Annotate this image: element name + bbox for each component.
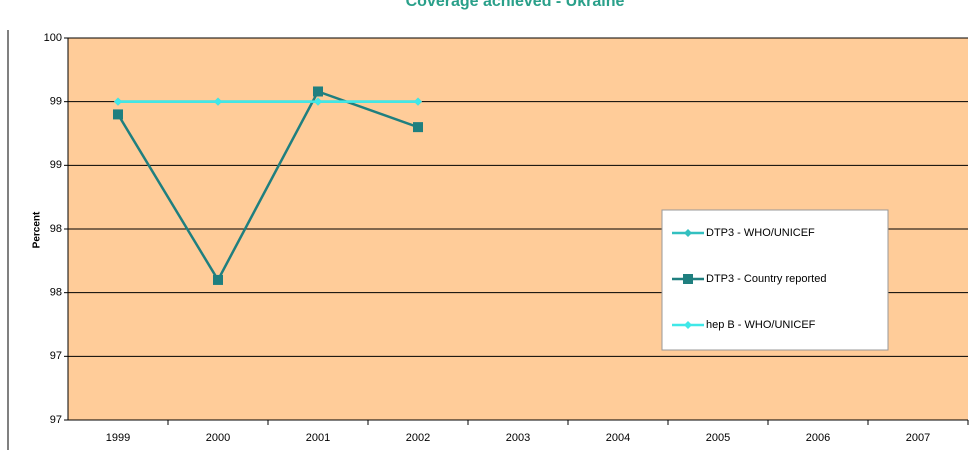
x-tick-label: 2001	[306, 432, 330, 444]
legend-marker	[684, 321, 692, 329]
y-tick-label: 99	[50, 96, 62, 108]
y-tick-label: 97	[50, 414, 62, 426]
data-point	[314, 97, 322, 106]
y-axis-label: Percent	[32, 211, 43, 248]
data-point	[313, 86, 323, 97]
data-point	[113, 109, 123, 120]
x-tick-label: 2003	[506, 432, 530, 444]
data-point	[414, 97, 422, 106]
x-tick-label: 2007	[906, 432, 930, 444]
x-tick-label: 2004	[606, 432, 630, 444]
x-tick-label: 2006	[806, 432, 830, 444]
data-point	[114, 97, 122, 106]
x-tick-label: 1999	[106, 432, 130, 444]
legend-label: DTP3 - Country reported	[706, 273, 826, 285]
legend-marker	[684, 229, 692, 237]
x-tick-label: 2002	[406, 432, 430, 444]
series-line	[116, 89, 419, 283]
x-tick-label: 2005	[706, 432, 730, 444]
legend-label: hep B - WHO/UNICEF	[706, 319, 816, 331]
x-tick-label: 2000	[206, 432, 230, 444]
legend-marker	[683, 274, 693, 284]
legend-label: DTP3 - WHO/UNICEF	[706, 227, 815, 239]
data-point	[213, 274, 223, 285]
data-point	[413, 122, 423, 133]
y-tick-label: 100	[44, 32, 62, 44]
y-tick-label: 98	[50, 223, 62, 235]
data-point	[214, 97, 222, 106]
y-tick-label: 99	[50, 159, 62, 171]
chart-title: Coverage achieved - Ukraine	[406, 0, 625, 10]
y-tick-label: 98	[50, 287, 62, 299]
y-tick-label: 97	[50, 350, 62, 362]
